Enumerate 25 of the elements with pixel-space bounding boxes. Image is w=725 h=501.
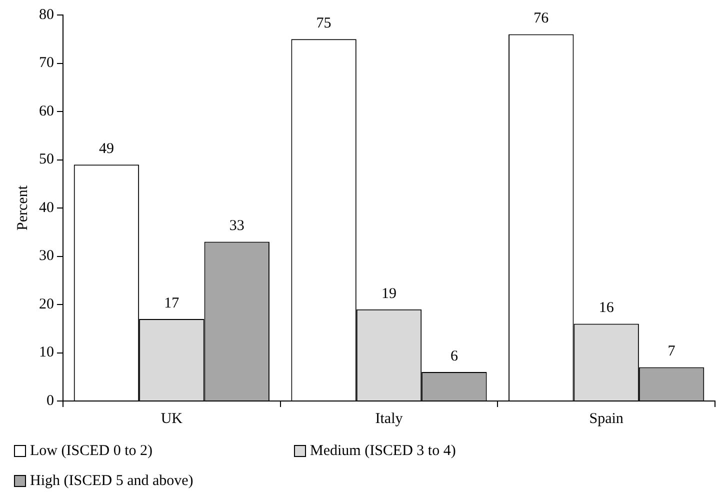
y-tick-label: 30 (39, 248, 54, 264)
y-tick-label: 10 (39, 344, 54, 361)
y-tick-label: 60 (39, 103, 54, 120)
x-tick-label: Spain (589, 410, 624, 427)
y-tick-label: 50 (39, 152, 54, 168)
data-label: 76 (534, 10, 550, 27)
x-tick-label: Italy (375, 410, 404, 427)
y-tick-label: 20 (39, 296, 54, 312)
text: Low (ISCED 0 to 2) (30, 442, 152, 460)
data-label: 49 (98, 141, 114, 158)
data-label: 17 (164, 295, 180, 312)
y-tick-label: 70 (39, 55, 54, 72)
data-label: 33 (229, 218, 244, 234)
x-tick-label: UK (160, 410, 183, 427)
data-label: 6 (450, 348, 458, 364)
data-label: 16 (598, 300, 614, 316)
y-tick-label: 40 (39, 200, 54, 216)
y-axis-title: Percent (14, 184, 31, 230)
data-label: 75 (316, 16, 332, 32)
legend-label: High (ISCED 5 and above) (30, 472, 194, 490)
y-tick-label: 0 (46, 392, 54, 409)
legend-label: Medium (ISCED 3 to 4) (310, 442, 456, 460)
data-label: 7 (668, 344, 676, 360)
y-tick-label: 80 (39, 6, 54, 23)
data-label: 19 (382, 286, 396, 302)
